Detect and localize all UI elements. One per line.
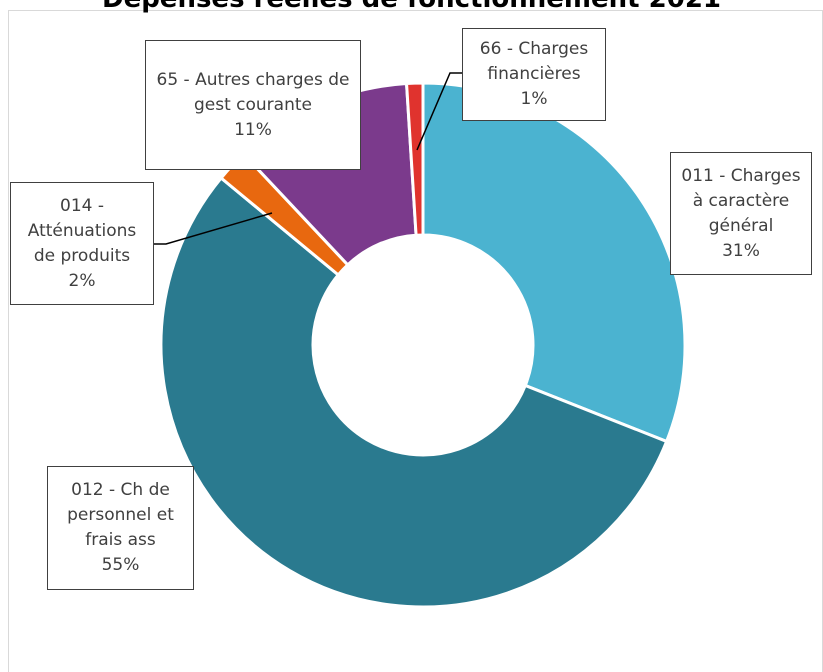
data-label: 65 - Autres charges de gest courante 11% bbox=[145, 40, 361, 170]
data-label: 66 - Charges financières 1% bbox=[462, 28, 606, 121]
chart-title: Dépenses réelles de fonctionnement 2021 bbox=[0, 0, 823, 14]
donut-slice bbox=[421, 81, 687, 444]
donut-slice bbox=[404, 81, 425, 237]
label-percent: 55% bbox=[101, 555, 140, 575]
data-label: 012 - Ch de personnel et frais ass 55% bbox=[47, 466, 194, 590]
data-label: 011 - Charges à caractère général 31% bbox=[670, 152, 812, 275]
label-category: 014 - Atténuations de produits bbox=[27, 195, 137, 266]
label-percent: 1% bbox=[520, 89, 548, 109]
leader-line bbox=[416, 72, 462, 151]
label-category: 011 - Charges à caractère général bbox=[681, 165, 801, 236]
label-percent: 2% bbox=[68, 270, 96, 291]
donut-slice bbox=[159, 175, 669, 609]
leader-line bbox=[154, 212, 273, 245]
label-percent: 31% bbox=[722, 240, 760, 261]
label-category: 012 - Ch de personnel et frais ass bbox=[67, 480, 174, 550]
label-category: 66 - Charges financières bbox=[479, 39, 589, 84]
label-percent: 11% bbox=[234, 119, 272, 140]
data-label: 014 - Atténuations de produits 2% bbox=[10, 182, 154, 305]
label-category: 65 - Autres charges de gest courante bbox=[156, 69, 350, 115]
